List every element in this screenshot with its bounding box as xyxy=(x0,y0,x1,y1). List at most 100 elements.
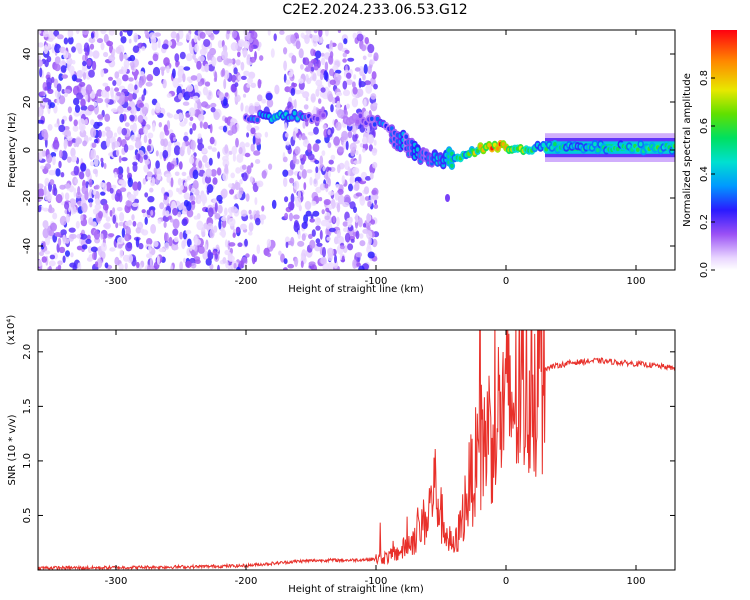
noise-blob xyxy=(188,121,193,127)
noise-blob xyxy=(359,195,366,206)
noise-blob xyxy=(72,206,77,214)
noise-blob xyxy=(335,121,342,131)
noise-blob xyxy=(204,63,210,73)
noise-blob xyxy=(101,130,107,137)
noise-blob xyxy=(44,250,51,255)
noise-blob xyxy=(358,217,363,228)
noise-blob xyxy=(82,140,87,147)
noise-blob xyxy=(85,93,89,102)
noise-blob xyxy=(84,51,90,56)
noise-blob xyxy=(222,257,227,264)
noise-blob xyxy=(81,202,88,213)
noise-blob xyxy=(237,75,242,81)
noise-blob xyxy=(183,257,187,263)
noise-blob xyxy=(41,128,48,138)
noise-blob xyxy=(254,159,261,164)
noise-blob xyxy=(362,74,366,81)
noise-blob xyxy=(128,93,134,102)
noise-blob xyxy=(336,109,345,119)
noise-blob xyxy=(292,82,298,88)
noise-blob xyxy=(67,30,74,38)
noise-blob xyxy=(129,114,135,122)
noise-blob xyxy=(152,53,159,62)
x-tick-label: -200 xyxy=(235,576,258,587)
noise-blob xyxy=(172,228,179,236)
noise-blob xyxy=(253,255,258,263)
noise-blob xyxy=(347,130,353,139)
noise-blob xyxy=(242,172,248,182)
noise-blob xyxy=(96,258,103,269)
noise-blob xyxy=(39,67,43,78)
noise-blob xyxy=(283,258,288,265)
signal-point xyxy=(593,141,597,147)
noise-blob xyxy=(246,165,252,175)
noise-blob xyxy=(210,102,217,108)
noise-blob xyxy=(239,260,244,269)
noise-blob xyxy=(117,173,124,179)
noise-blob xyxy=(148,244,152,252)
noise-blob xyxy=(248,43,254,53)
noise-blob xyxy=(211,56,217,67)
noise-blob xyxy=(315,37,320,42)
noise-blob xyxy=(172,207,179,216)
noise-blob xyxy=(230,206,238,213)
noise-blob xyxy=(284,122,288,131)
noise-blob xyxy=(158,248,166,253)
noise-blob xyxy=(151,108,156,116)
noise-blob xyxy=(134,140,142,149)
noise-blob xyxy=(315,139,321,144)
noise-blob xyxy=(309,33,313,39)
noise-blob xyxy=(244,238,248,247)
noise-blob xyxy=(189,116,194,122)
noise-blob xyxy=(315,79,323,87)
noise-blob xyxy=(189,244,193,252)
noise-blob xyxy=(87,198,94,204)
noise-blob xyxy=(287,101,292,108)
noise-blob xyxy=(230,42,238,52)
noise-blob xyxy=(90,148,97,159)
noise-blob xyxy=(112,48,116,55)
noise-blob xyxy=(314,159,320,165)
noise-blob xyxy=(117,126,123,135)
noise-blob xyxy=(238,41,245,48)
noise-blob xyxy=(132,181,139,191)
noise-blob xyxy=(98,211,103,219)
noise-blob xyxy=(206,184,214,193)
noise-blob xyxy=(78,171,85,180)
noise-blob xyxy=(183,117,188,125)
noise-blob xyxy=(290,236,295,247)
noise-blob xyxy=(328,93,334,103)
noise-blob xyxy=(304,34,310,45)
noise-blob xyxy=(96,121,103,127)
noise-blob xyxy=(307,131,315,136)
noise-blob xyxy=(88,69,95,78)
noise-blob xyxy=(119,249,124,258)
noise-blob xyxy=(106,40,114,47)
noise-blob xyxy=(332,64,339,72)
noise-blob xyxy=(91,142,97,148)
noise-blob xyxy=(134,114,138,122)
noise-blob xyxy=(55,266,60,270)
noise-blob xyxy=(50,222,57,232)
noise-blob xyxy=(143,134,148,144)
noise-blob xyxy=(214,253,218,260)
noise-blob xyxy=(185,112,191,118)
noise-blob xyxy=(208,157,213,166)
noise-blob xyxy=(168,40,173,47)
noise-blob xyxy=(352,81,356,88)
noise-blob xyxy=(182,101,190,106)
noise-blob xyxy=(137,181,142,191)
noise-blob xyxy=(333,236,339,245)
noise-blob xyxy=(93,101,98,107)
noise-blob xyxy=(358,265,365,270)
noise-blob xyxy=(80,214,84,222)
noise-blob xyxy=(122,30,129,33)
noise-blob xyxy=(339,245,345,250)
noise-blob xyxy=(328,159,334,165)
noise-blob xyxy=(110,87,114,98)
noise-blob xyxy=(168,236,173,247)
noise-blob xyxy=(217,167,222,176)
noise-blob xyxy=(132,161,138,166)
noise-blob xyxy=(300,260,304,268)
noise-blob xyxy=(295,40,301,50)
